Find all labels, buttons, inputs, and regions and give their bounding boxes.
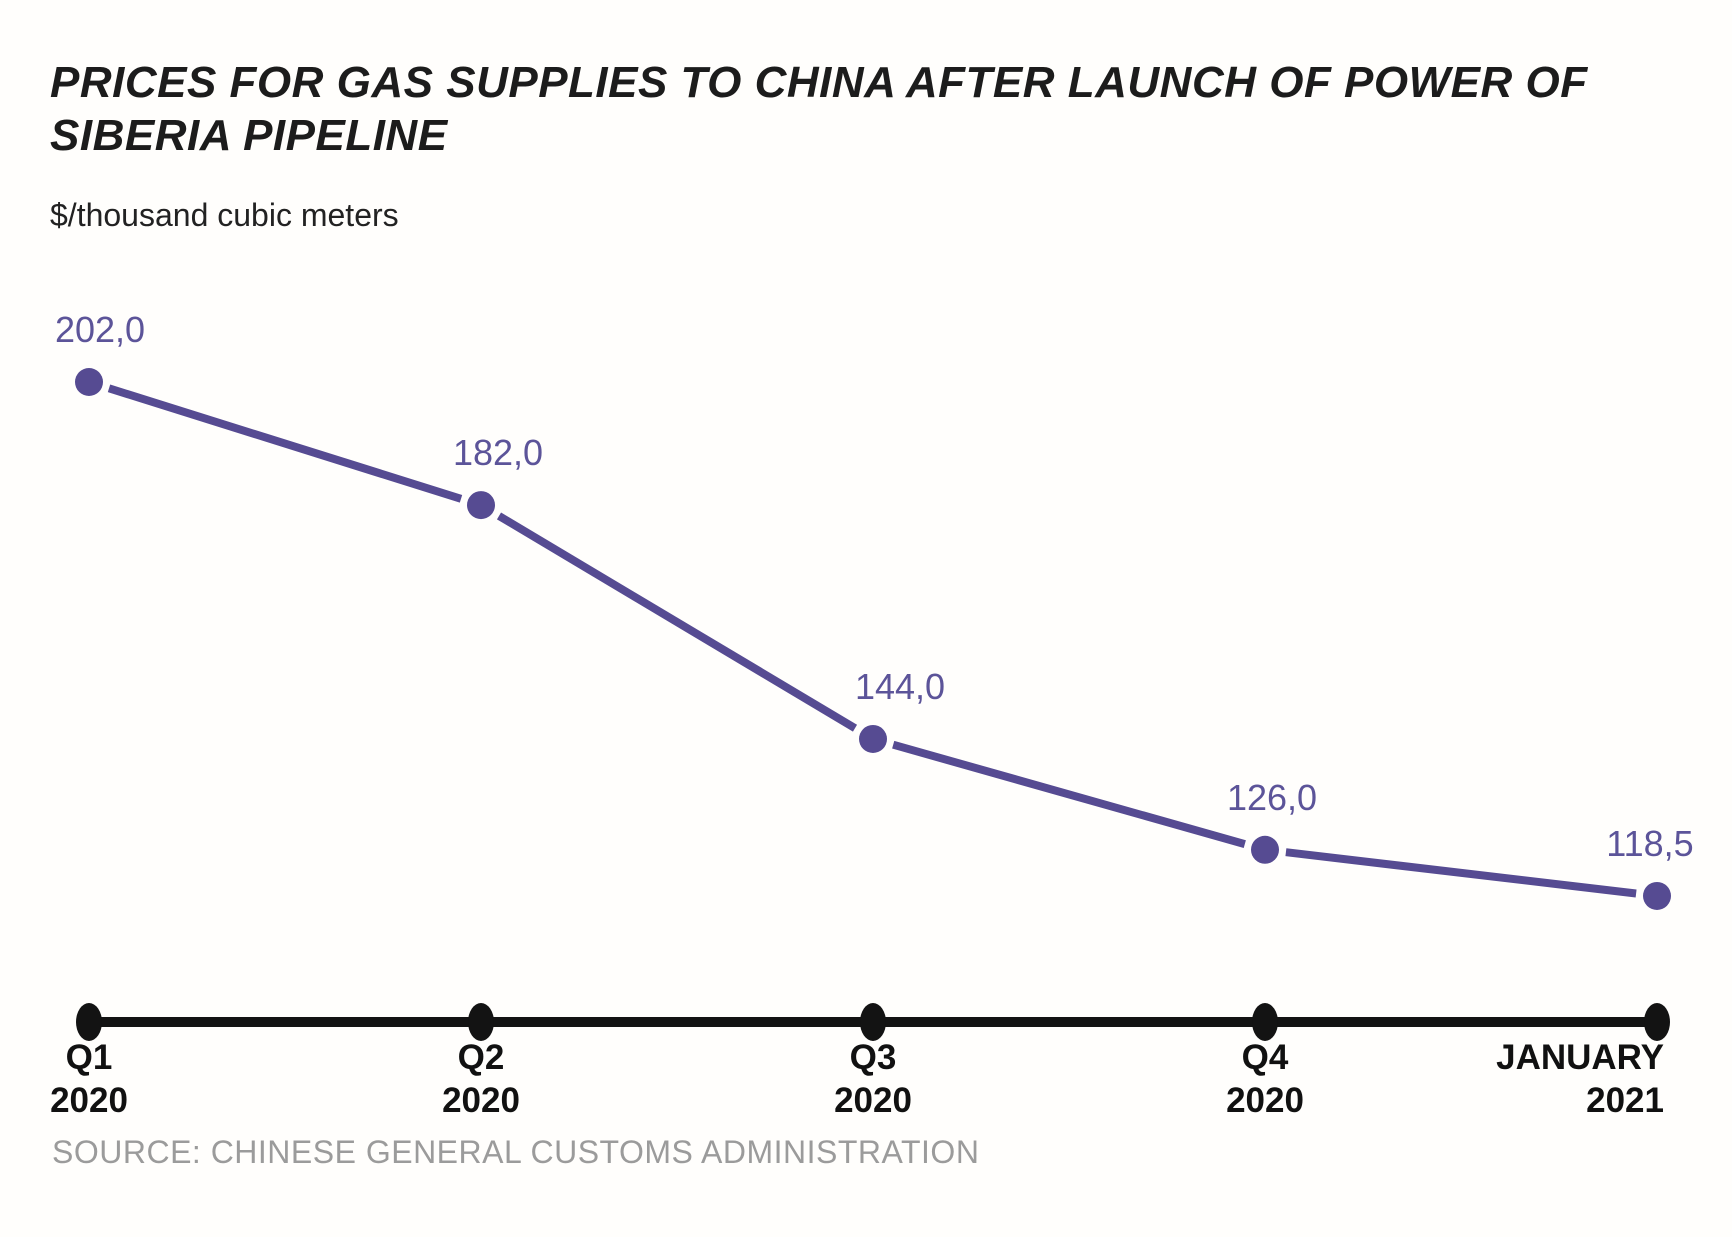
value-label: 118,5 <box>1606 822 1694 864</box>
axis-tick-dot <box>860 1003 886 1041</box>
line-segment <box>107 384 463 503</box>
category-label: Q4 2020 <box>1226 1036 1304 1122</box>
line-segment <box>892 740 1246 848</box>
category-label: Q2 2020 <box>442 1036 520 1122</box>
category-label-line1: Q2 <box>457 1038 505 1077</box>
category-label: JANUARY 2021 <box>1496 1036 1664 1122</box>
category-label-line1: Q1 <box>65 1038 113 1077</box>
data-point-marker <box>75 368 103 396</box>
chart-title-line2: SIBERIA PIPELINE <box>50 111 448 160</box>
axis-tick-dot <box>1644 1003 1670 1041</box>
category-label: Q3 2020 <box>834 1036 912 1122</box>
category-label-line2: 2020 <box>50 1081 128 1120</box>
axis-tick-dot <box>468 1003 494 1041</box>
chart-title-line1: PRICES FOR GAS SUPPLIES TO CHINA AFTER L… <box>50 58 1588 107</box>
data-point-marker <box>467 491 495 520</box>
value-label: 182,0 <box>452 432 544 474</box>
category-label-line2: 2020 <box>442 1081 520 1120</box>
category-label-line2: 2020 <box>1226 1081 1304 1120</box>
category-label-line2: 2021 <box>1586 1081 1664 1120</box>
line-segment <box>1285 848 1637 898</box>
data-point-marker <box>1251 835 1279 864</box>
category-label-line1: Q3 <box>849 1038 897 1077</box>
axis-tick-dot <box>1252 1003 1278 1041</box>
line-segment <box>496 512 858 732</box>
chart-title: PRICES FOR GAS SUPPLIES TO CHINA AFTER L… <box>50 56 1588 162</box>
chart-unit-label: $/thousand cubic meters <box>50 197 399 233</box>
axis-tick-dot <box>76 1003 102 1041</box>
value-label: 144,0 <box>854 665 946 707</box>
value-label: 202,0 <box>54 309 146 350</box>
category-label-line1: JANUARY <box>1496 1038 1664 1077</box>
value-label: 126,0 <box>1226 776 1318 818</box>
data-point-marker <box>859 724 887 753</box>
data-point-marker <box>1643 881 1671 910</box>
category-label: Q1 2020 <box>50 1036 128 1122</box>
category-label-line2: 2020 <box>834 1081 912 1120</box>
category-label-line1: Q4 <box>1241 1038 1289 1077</box>
source-note: SOURCE: CHINESE GENERAL CUSTOMS ADMINIST… <box>52 1134 980 1170</box>
